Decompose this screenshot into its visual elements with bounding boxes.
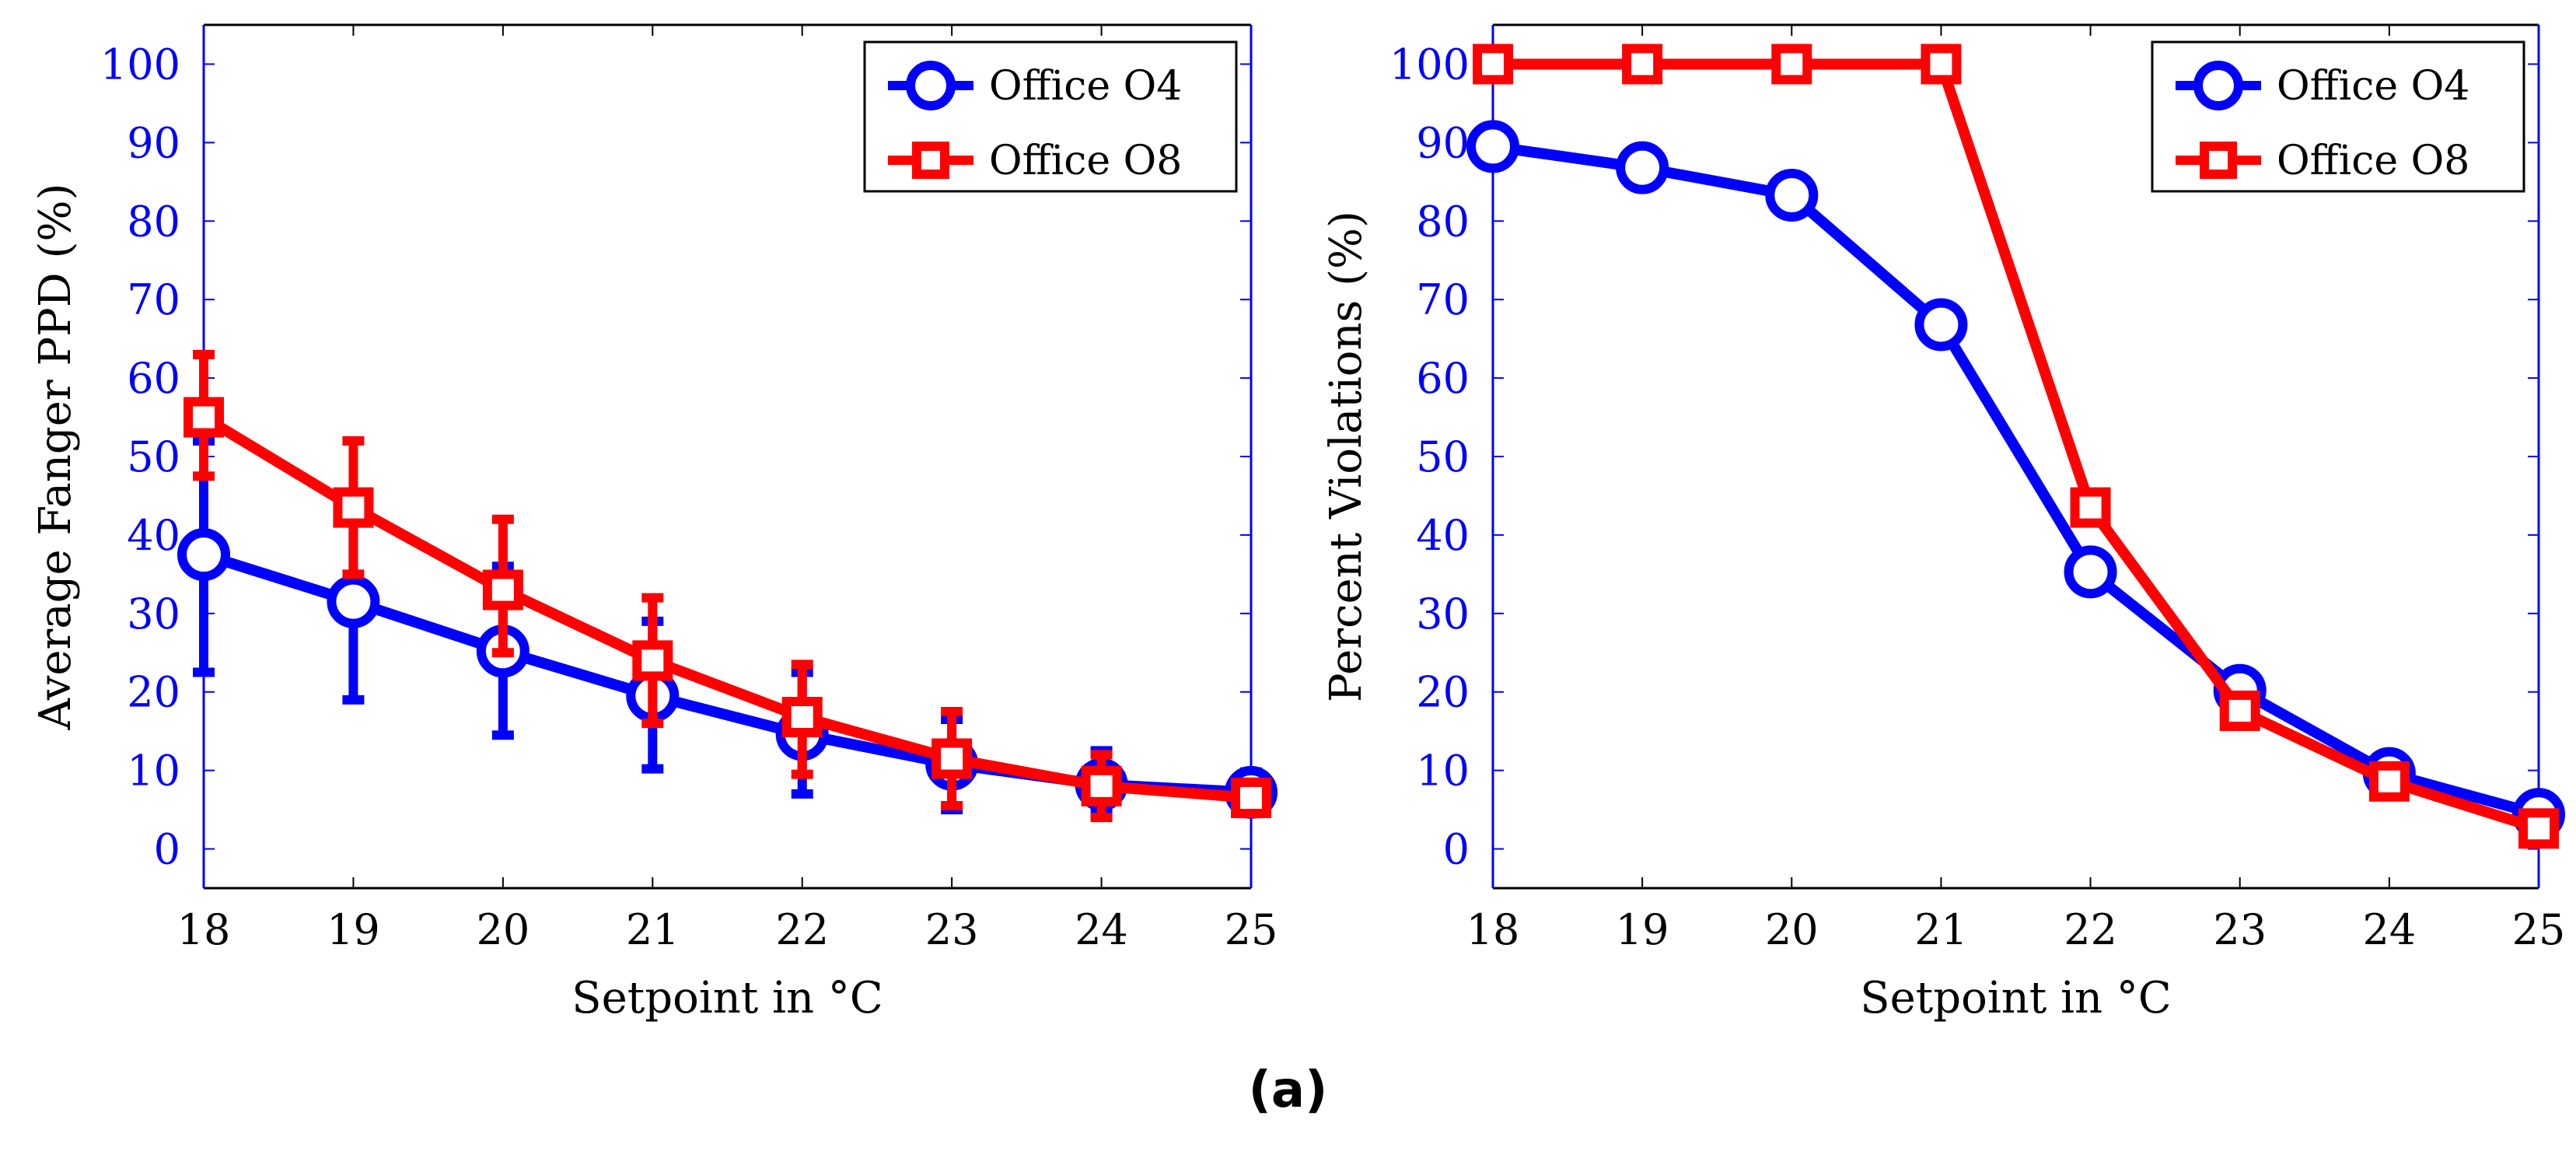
data-point — [177, 528, 230, 582]
legend-marker — [912, 142, 949, 179]
figure-caption: (a) — [1248, 1062, 1328, 1119]
x-tick-label: 21 — [1914, 905, 1968, 954]
y-tick-label: 60 — [127, 354, 180, 403]
x-tick-label: 18 — [177, 905, 231, 954]
x-tick-label: 24 — [1075, 905, 1128, 954]
chart-ppd: 0 10 20 30 40 50 60 70 80 90 100 18 19 20 21 22 23 24 25 Se… — [30, 23, 1278, 1023]
y-axis-title: Average Fanger PPD (%) — [30, 184, 81, 731]
y-tick-label: 100 — [100, 40, 180, 89]
x-tick-label: 22 — [775, 905, 829, 954]
data-point — [333, 487, 374, 528]
x-tick-label: 21 — [626, 905, 680, 954]
y-tick-label: 100 — [1389, 40, 1470, 89]
x-tick-label: 19 — [1616, 905, 1669, 954]
y-tick-label: 50 — [127, 432, 180, 481]
y-tick-label: 60 — [1416, 354, 1470, 403]
data-point — [1616, 141, 1669, 194]
y-tick-label: 50 — [1416, 432, 1470, 481]
y-tick-label: 0 — [154, 825, 180, 874]
data-point — [2070, 487, 2111, 528]
x-tick-label: 19 — [327, 905, 380, 954]
y-tick-label: 10 — [127, 747, 180, 796]
x-axis-title: Setpoint in °C — [1860, 973, 2171, 1023]
data-point — [931, 738, 973, 779]
legend-marker — [2193, 61, 2243, 110]
data-point — [2064, 545, 2117, 599]
x-tick-label: 23 — [925, 905, 979, 954]
legend-label: Office O4 — [989, 63, 1182, 110]
data-point — [1231, 777, 1271, 818]
x-tick-label: 22 — [2064, 905, 2117, 954]
y-tick-label: 10 — [1416, 747, 1470, 796]
data-point — [1466, 120, 1519, 173]
legend: Office O4 Office O8 — [863, 40, 1238, 193]
x-tick-label: 18 — [1466, 905, 1520, 954]
y-tick-label: 90 — [1416, 118, 1470, 167]
y-tick-label: 20 — [1416, 668, 1470, 717]
y-tick-label: 70 — [127, 275, 180, 324]
data-point — [1921, 44, 1962, 85]
y-tick-label: 0 — [1443, 825, 1470, 874]
data-point — [632, 640, 673, 681]
y-tick-label: 40 — [1416, 511, 1470, 560]
data-point — [1473, 44, 1513, 85]
series-line-office-o8 — [1493, 58, 2541, 834]
data-point — [1081, 765, 1122, 806]
data-point — [2219, 690, 2260, 731]
y-tick-label: 20 — [127, 668, 180, 717]
legend-label: Office O8 — [2277, 138, 2469, 184]
y-tick-label: 40 — [127, 511, 180, 560]
data-point — [781, 697, 823, 738]
data-point — [1622, 44, 1663, 85]
x-tick-label: 23 — [2213, 905, 2267, 954]
data-point — [1765, 168, 1819, 222]
y-tick-label: 30 — [127, 589, 180, 638]
series-line-office-o8 — [201, 412, 1252, 803]
y-tick-label: 80 — [127, 197, 180, 246]
series-line-office-o4 — [1492, 141, 2540, 820]
y-tick-label: 30 — [1416, 589, 1470, 638]
data-point — [1771, 44, 1812, 85]
legend-marker — [2200, 142, 2237, 179]
x-tick-label: 25 — [1225, 905, 1278, 954]
data-point — [2518, 808, 2559, 849]
x-tick-label: 20 — [1765, 905, 1819, 954]
x-axis-title: Setpoint in °C — [571, 973, 883, 1023]
data-point — [1914, 298, 1968, 352]
x-tick-label: 20 — [476, 905, 530, 954]
data-point — [184, 397, 224, 438]
legend: Office O4 Office O8 — [2151, 40, 2525, 193]
x-tick-label: 25 — [2512, 905, 2566, 954]
y-tick-label: 80 — [1416, 197, 1470, 246]
legend-label: Office O4 — [2277, 63, 2469, 110]
y-tick-label: 70 — [1416, 275, 1470, 324]
legend-label: Office O8 — [989, 138, 1182, 184]
legend-marker — [906, 61, 956, 110]
data-point — [327, 575, 380, 628]
x-tick-label: 24 — [2362, 905, 2416, 954]
data-point — [482, 569, 523, 610]
data-point — [2368, 761, 2410, 802]
y-axis-title: Percent Violations (%) — [1321, 211, 1372, 702]
chart-violations: 0 10 20 30 40 50 60 70 80 90 100 18 19 20 21 22 23 24 25 Se… — [1321, 23, 2566, 1023]
y-tick-label: 90 — [127, 118, 180, 167]
